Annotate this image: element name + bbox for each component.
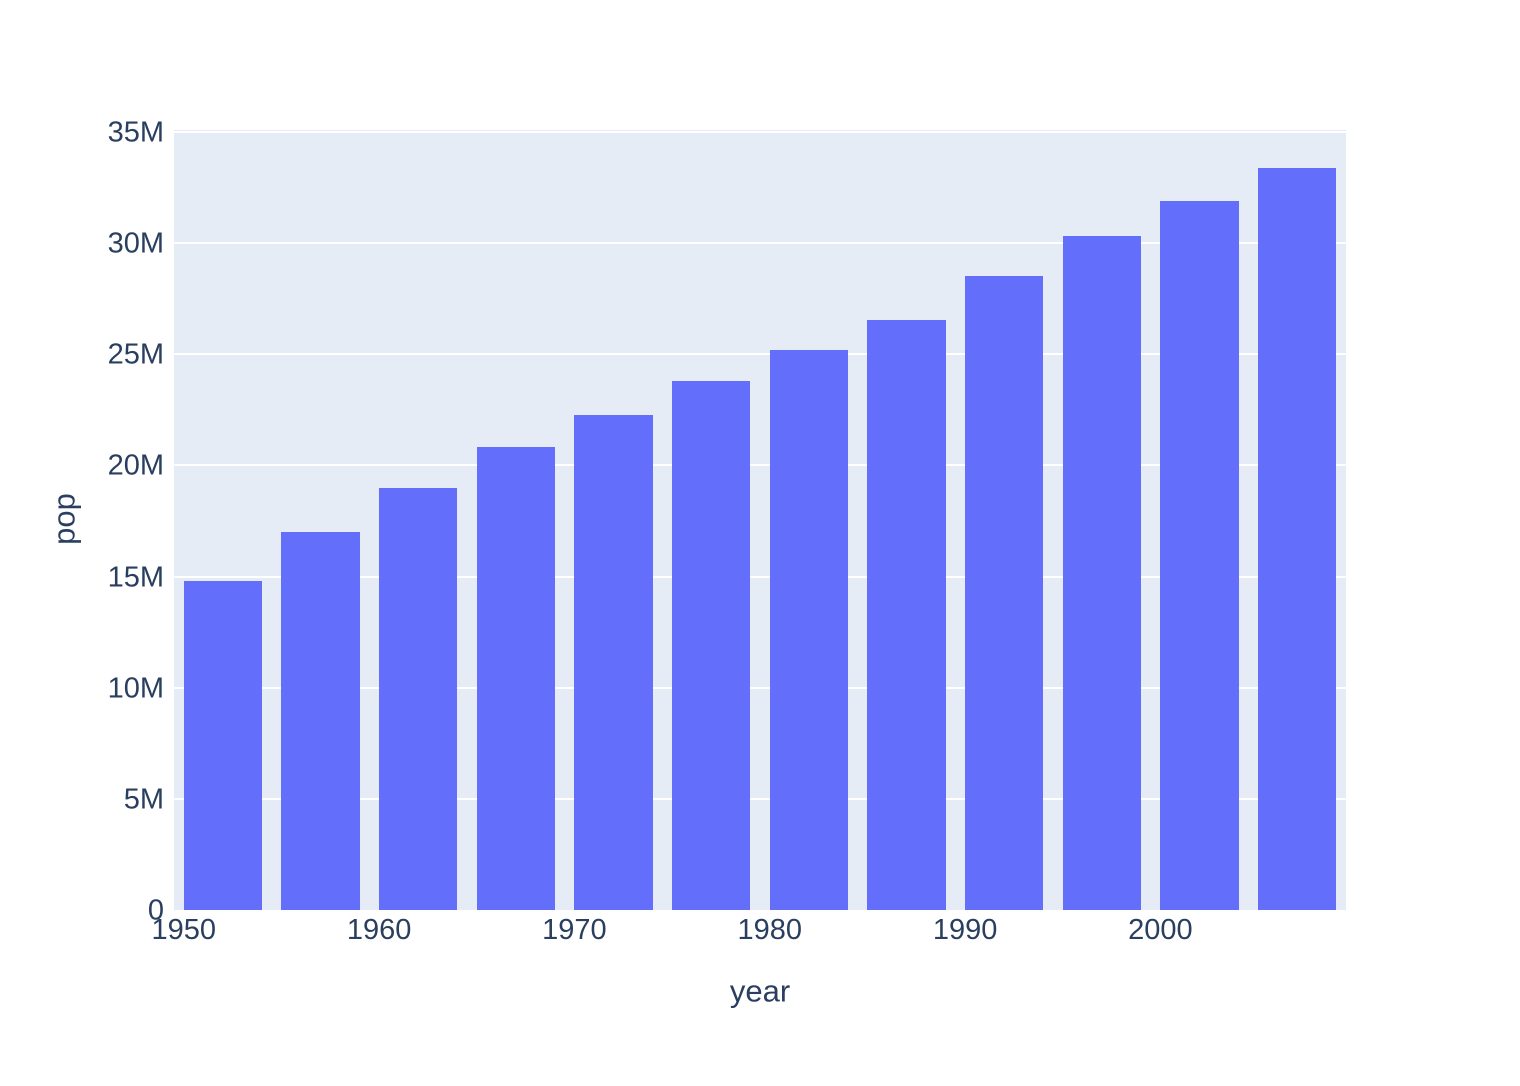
x-tick-label-1960: 1960 — [346, 914, 412, 946]
y-axis-title: pop — [46, 493, 82, 545]
x-axis-title: year — [729, 973, 791, 1009]
x-tick-label-1950: 1950 — [151, 914, 217, 946]
y-tick-label-15M: 15M — [107, 561, 164, 594]
bar-1977[interactable] — [672, 381, 751, 910]
bar-1962[interactable] — [379, 487, 458, 910]
gridline-15M — [174, 575, 1346, 578]
bar-1957[interactable] — [281, 531, 360, 910]
plot-area — [174, 130, 1346, 910]
bar-2002[interactable] — [1160, 200, 1239, 910]
y-tick-label-25M: 25M — [107, 338, 164, 371]
bar-1972[interactable] — [574, 414, 653, 910]
bar-1992[interactable] — [965, 275, 1044, 910]
x-tick-label-2000: 2000 — [1128, 914, 1193, 946]
y-tick-label-5M: 5M — [123, 783, 164, 816]
gridline-5M — [174, 797, 1346, 800]
gridline-20M — [174, 464, 1346, 467]
bar-1952[interactable] — [183, 581, 262, 910]
bar-1997[interactable] — [1062, 236, 1141, 910]
gridline-35M — [174, 131, 1346, 133]
bar-2007[interactable] — [1258, 167, 1337, 910]
y-tick-label-30M: 30M — [107, 227, 164, 260]
x-tick-label-1980: 1980 — [737, 914, 803, 946]
y-tick-label-10M: 10M — [107, 672, 164, 705]
bar-1967[interactable] — [476, 447, 555, 910]
gridline-10M — [174, 686, 1346, 689]
y-tick-label-20M: 20M — [107, 449, 164, 482]
y-tick-label-35M: 35M — [107, 116, 164, 149]
gridline-25M — [174, 353, 1346, 356]
gridline-30M — [174, 242, 1346, 245]
bar-1987[interactable] — [867, 319, 946, 910]
bar-1982[interactable] — [769, 349, 848, 910]
x-tick-label-1990: 1990 — [932, 914, 998, 946]
y-tick-label-0: 0 — [147, 894, 164, 927]
x-tick-label-1970: 1970 — [542, 914, 607, 946]
